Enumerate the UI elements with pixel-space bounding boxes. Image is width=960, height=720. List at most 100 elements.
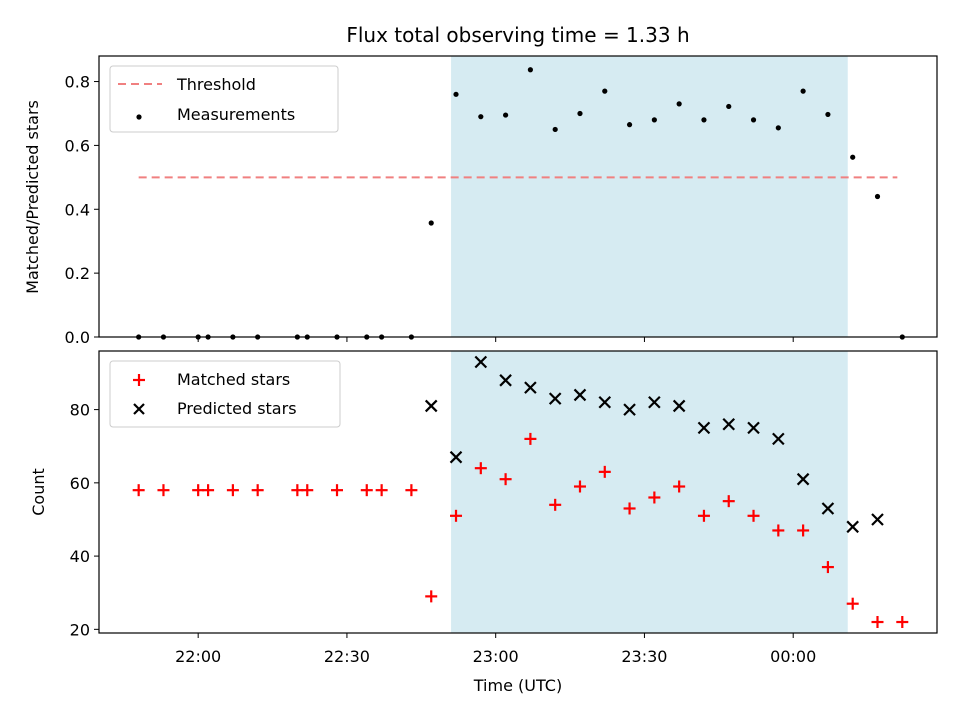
- observing-window-shade-bottom: [451, 351, 848, 633]
- count-ytick-label: 20: [70, 620, 90, 639]
- predicted-star-point: [697, 421, 711, 435]
- predicted-star-point: [424, 399, 438, 413]
- matched-star-point: [450, 509, 463, 522]
- count-panel-frame: [98, 350, 938, 634]
- matched-star-point: [722, 495, 735, 508]
- matched-star-point: [598, 465, 611, 478]
- measurement-point: [775, 125, 781, 131]
- predicted-star-stroke-b: [821, 502, 835, 515]
- legend-threshold-label: Threshold: [176, 75, 256, 94]
- measurement-point: [453, 91, 459, 97]
- count-xtick-label: 23:30: [621, 647, 667, 666]
- measurement-point: [850, 154, 856, 160]
- predicted-star-point: [573, 388, 587, 402]
- count-xtick-label: 00:00: [770, 647, 816, 666]
- legend-matched-label: Matched stars: [177, 370, 290, 389]
- predicted-star-point: [623, 403, 636, 416]
- predicted-star-stroke-b: [747, 421, 760, 435]
- matched-star-point: [573, 480, 586, 493]
- predicted-star-stroke-b: [524, 381, 537, 394]
- matched-star-point: [405, 484, 418, 497]
- measurement-point: [478, 114, 484, 120]
- measurement-point: [701, 117, 707, 123]
- predicted-star-point: [449, 450, 463, 464]
- count-ytick-label: 60: [70, 474, 90, 493]
- measurement-point: [800, 88, 806, 94]
- ratio-panel-frame: [98, 55, 938, 338]
- measurement-point: [651, 117, 657, 123]
- count-xtick-label: 23:00: [473, 647, 519, 666]
- matched-star-point: [375, 484, 388, 497]
- chart-title: Flux total observing time = 1.33 h: [346, 23, 689, 47]
- matched-star-point: [474, 462, 487, 475]
- predicted-star-stroke-b: [424, 399, 438, 413]
- count-y-ticks: 20 40 60 80: [70, 401, 99, 639]
- predicted-star-point: [499, 374, 512, 387]
- matched-star-point: [301, 484, 314, 497]
- matched-star-point: [648, 491, 661, 504]
- matched-star-point: [524, 432, 537, 445]
- measurement-point: [527, 67, 533, 73]
- measurement-point: [726, 103, 732, 110]
- matched-star-points: [132, 432, 909, 629]
- predicted-star-stroke-b: [672, 399, 686, 413]
- measurement-point: [825, 111, 831, 118]
- x-axis-label: Time (UTC): [473, 676, 562, 695]
- matched-star-point: [797, 524, 810, 537]
- ratio-legend-box: [109, 65, 339, 133]
- ratio-ytick-label: 0.8: [65, 73, 90, 92]
- ratio-ytick-label: 0.4: [65, 200, 90, 219]
- predicted-star-stroke-b: [573, 388, 587, 402]
- measurement-points: [136, 67, 905, 340]
- predicted-star-stroke-b: [871, 513, 884, 526]
- matched-star-point: [697, 509, 710, 522]
- ratio-ytick-label: 0.6: [65, 136, 90, 155]
- legend-predicted-label: Predicted stars: [177, 399, 297, 418]
- ratio-ytick-label: 0.2: [65, 264, 90, 283]
- matched-star-point: [549, 498, 562, 511]
- matched-star-point: [251, 484, 264, 497]
- measurement-point: [626, 122, 633, 128]
- predicted-star-stroke-b: [449, 450, 463, 464]
- matched-star-point: [226, 484, 239, 497]
- predicted-star-point: [548, 392, 562, 405]
- matched-star-point: [425, 590, 438, 603]
- measurement-point: [750, 117, 757, 123]
- legend-predicted-swatch: [133, 403, 145, 415]
- predicted-star-stroke-b: [548, 392, 562, 405]
- measurement-point: [503, 112, 509, 118]
- matched-star-point: [846, 597, 859, 610]
- predicted-star-stroke-b: [772, 432, 785, 446]
- predicted-star-stroke-b: [474, 355, 488, 369]
- predicted-star-stroke-b: [796, 472, 810, 486]
- predicted-star-stroke-b: [623, 403, 636, 416]
- ratio-legend: Threshold Measurements: [109, 65, 339, 133]
- matched-star-point: [772, 524, 785, 537]
- predicted-star-stroke-b: [846, 520, 859, 534]
- matched-star-point: [202, 484, 215, 497]
- predicted-star-stroke-b: [722, 417, 736, 431]
- matched-star-point: [132, 484, 145, 497]
- count-x-ticks: 22:00 22:30 23:00 23:30 00:00: [175, 633, 816, 666]
- predicted-star-stroke-b: [697, 421, 711, 435]
- count-xtick-label: 22:30: [324, 647, 370, 666]
- count-ytick-label: 80: [70, 401, 90, 420]
- predicted-star-point: [772, 432, 785, 446]
- predicted-star-point: [672, 399, 686, 413]
- measurement-point: [676, 101, 682, 107]
- predicted-star-point: [747, 421, 760, 435]
- matched-star-point: [157, 484, 170, 497]
- measurement-point: [602, 88, 608, 94]
- count-panel: 20 40 60 80 22:00 22:30 23:00 23:30 00:00 Count…: [29, 350, 938, 695]
- ratio-panel: 0.00.20.40.60.8 Matched/Predicted stars …: [23, 55, 938, 347]
- matched-star-point: [896, 616, 909, 629]
- matched-star-point: [871, 616, 884, 629]
- predicted-star-stroke-b: [499, 374, 512, 387]
- predicted-star-point: [871, 513, 884, 526]
- matched-star-point: [360, 484, 373, 497]
- count-legend: Matched stars Predicted stars: [109, 360, 341, 428]
- count-ytick-label: 40: [70, 547, 90, 566]
- legend-matched-swatch: [133, 374, 145, 386]
- predicted-star-point: [796, 472, 810, 486]
